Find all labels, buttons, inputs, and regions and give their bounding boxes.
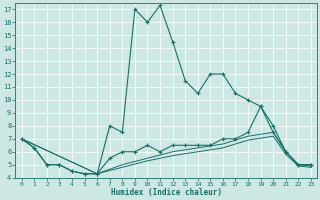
X-axis label: Humidex (Indice chaleur): Humidex (Indice chaleur): [111, 188, 222, 197]
